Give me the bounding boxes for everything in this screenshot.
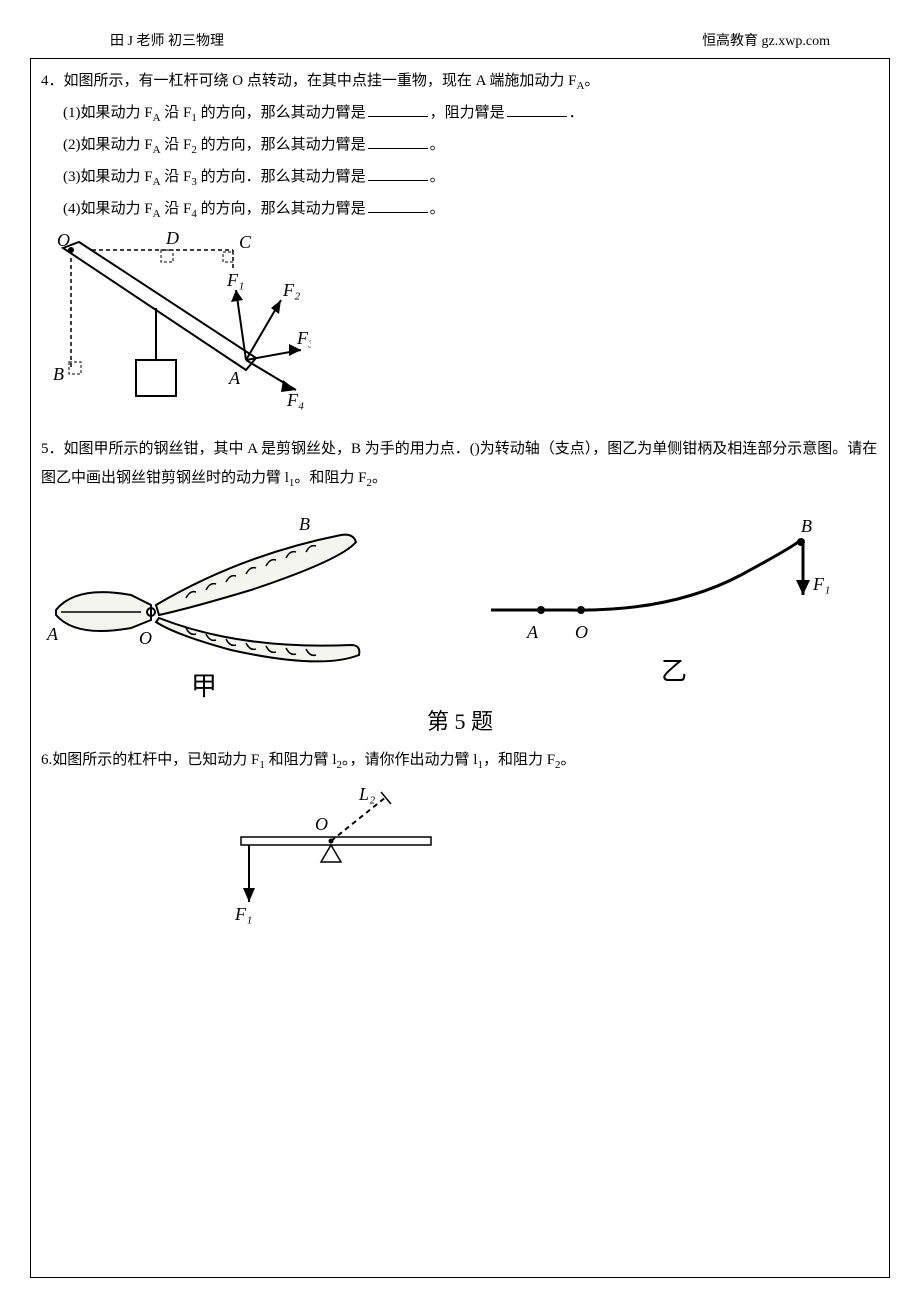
q4-figure: O D C B A F₁ F₂ F₃ F₄ bbox=[51, 230, 879, 425]
svg-text:C: C bbox=[239, 232, 252, 252]
svg-text:乙: 乙 bbox=[661, 657, 687, 686]
q4-line2: (2)如果动力 FA 沿 F2 的方向，那么其动力臂是。 bbox=[41, 131, 879, 161]
q4-stem-a: 4．如图所示，有一杠杆可绕 O 点转动，在其中点挂一重物，现在 A 端施加动力 … bbox=[41, 73, 576, 89]
svg-text:F₃: F₃ bbox=[296, 328, 311, 348]
blank bbox=[368, 198, 428, 213]
content-frame: 4．如图所示，有一杠杆可绕 O 点转动，在其中点挂一重物，现在 A 端施加动力 … bbox=[30, 58, 890, 1278]
svg-text:O: O bbox=[315, 814, 328, 834]
svg-text:F₁: F₁ bbox=[812, 574, 830, 594]
svg-text:O: O bbox=[575, 622, 588, 642]
q4-stem: 4．如图所示，有一杠杆可绕 O 点转动，在其中点挂一重物，现在 A 端施加动力 … bbox=[41, 67, 879, 97]
q4-line4: (4)如果动力 FA 沿 F4 的方向，那么其动力臂是。 bbox=[41, 195, 879, 225]
svg-text:B: B bbox=[299, 514, 310, 534]
q6-figure: O L₂ F₁ bbox=[231, 782, 879, 937]
svg-text:F₄: F₄ bbox=[286, 390, 304, 410]
q5-text: 5．如图甲所示的钢丝钳，其中 A 是剪钢丝处，B 为手的用力点．()为转动轴（支… bbox=[41, 435, 879, 493]
svg-text:D: D bbox=[165, 230, 179, 248]
svg-text:B: B bbox=[53, 364, 64, 384]
q6-text: 6.如图所示的杠杆中，已知动力 F1 和阻力臂 l2。，请你作出动力臂 l1，和… bbox=[41, 746, 879, 776]
svg-text:A: A bbox=[526, 622, 539, 642]
q4-line1: (1)如果动力 FA 沿 F1 的方向，那么其动力臂是，阻力臂是． bbox=[41, 99, 879, 129]
q4-line3: (3)如果动力 FA 沿 F3 的方向．那么其动力臂是。 bbox=[41, 163, 879, 193]
svg-text:A: A bbox=[228, 368, 241, 388]
svg-text:L₂: L₂ bbox=[358, 784, 375, 804]
header-left: 田 J 老师 初三物理 bbox=[110, 30, 224, 50]
svg-text:F₁: F₁ bbox=[226, 270, 244, 290]
svg-text:O: O bbox=[57, 230, 70, 250]
blank bbox=[507, 102, 567, 117]
blank bbox=[368, 102, 428, 117]
svg-text:A: A bbox=[46, 624, 59, 644]
header-right: 恒高教育 gz.xwp.com bbox=[702, 30, 830, 50]
svg-text:B: B bbox=[801, 516, 812, 536]
blank bbox=[368, 134, 428, 149]
svg-text:F₂: F₂ bbox=[282, 280, 300, 300]
q5-caption: 第 5 题 bbox=[41, 704, 879, 736]
svg-text:甲: 甲 bbox=[191, 672, 217, 700]
svg-text:O: O bbox=[139, 628, 152, 648]
svg-text:F₁: F₁ bbox=[234, 904, 252, 924]
q5-figure: A B O 甲 A O B F bbox=[41, 500, 879, 736]
blank bbox=[368, 166, 428, 181]
page-header: 田 J 老师 初三物理 恒高教育 gz.xwp.com bbox=[30, 30, 890, 58]
page: 田 J 老师 初三物理 恒高教育 gz.xwp.com 4．如图所示，有一杠杆可… bbox=[0, 0, 920, 1302]
q4-stem-b: 。 bbox=[584, 73, 599, 89]
